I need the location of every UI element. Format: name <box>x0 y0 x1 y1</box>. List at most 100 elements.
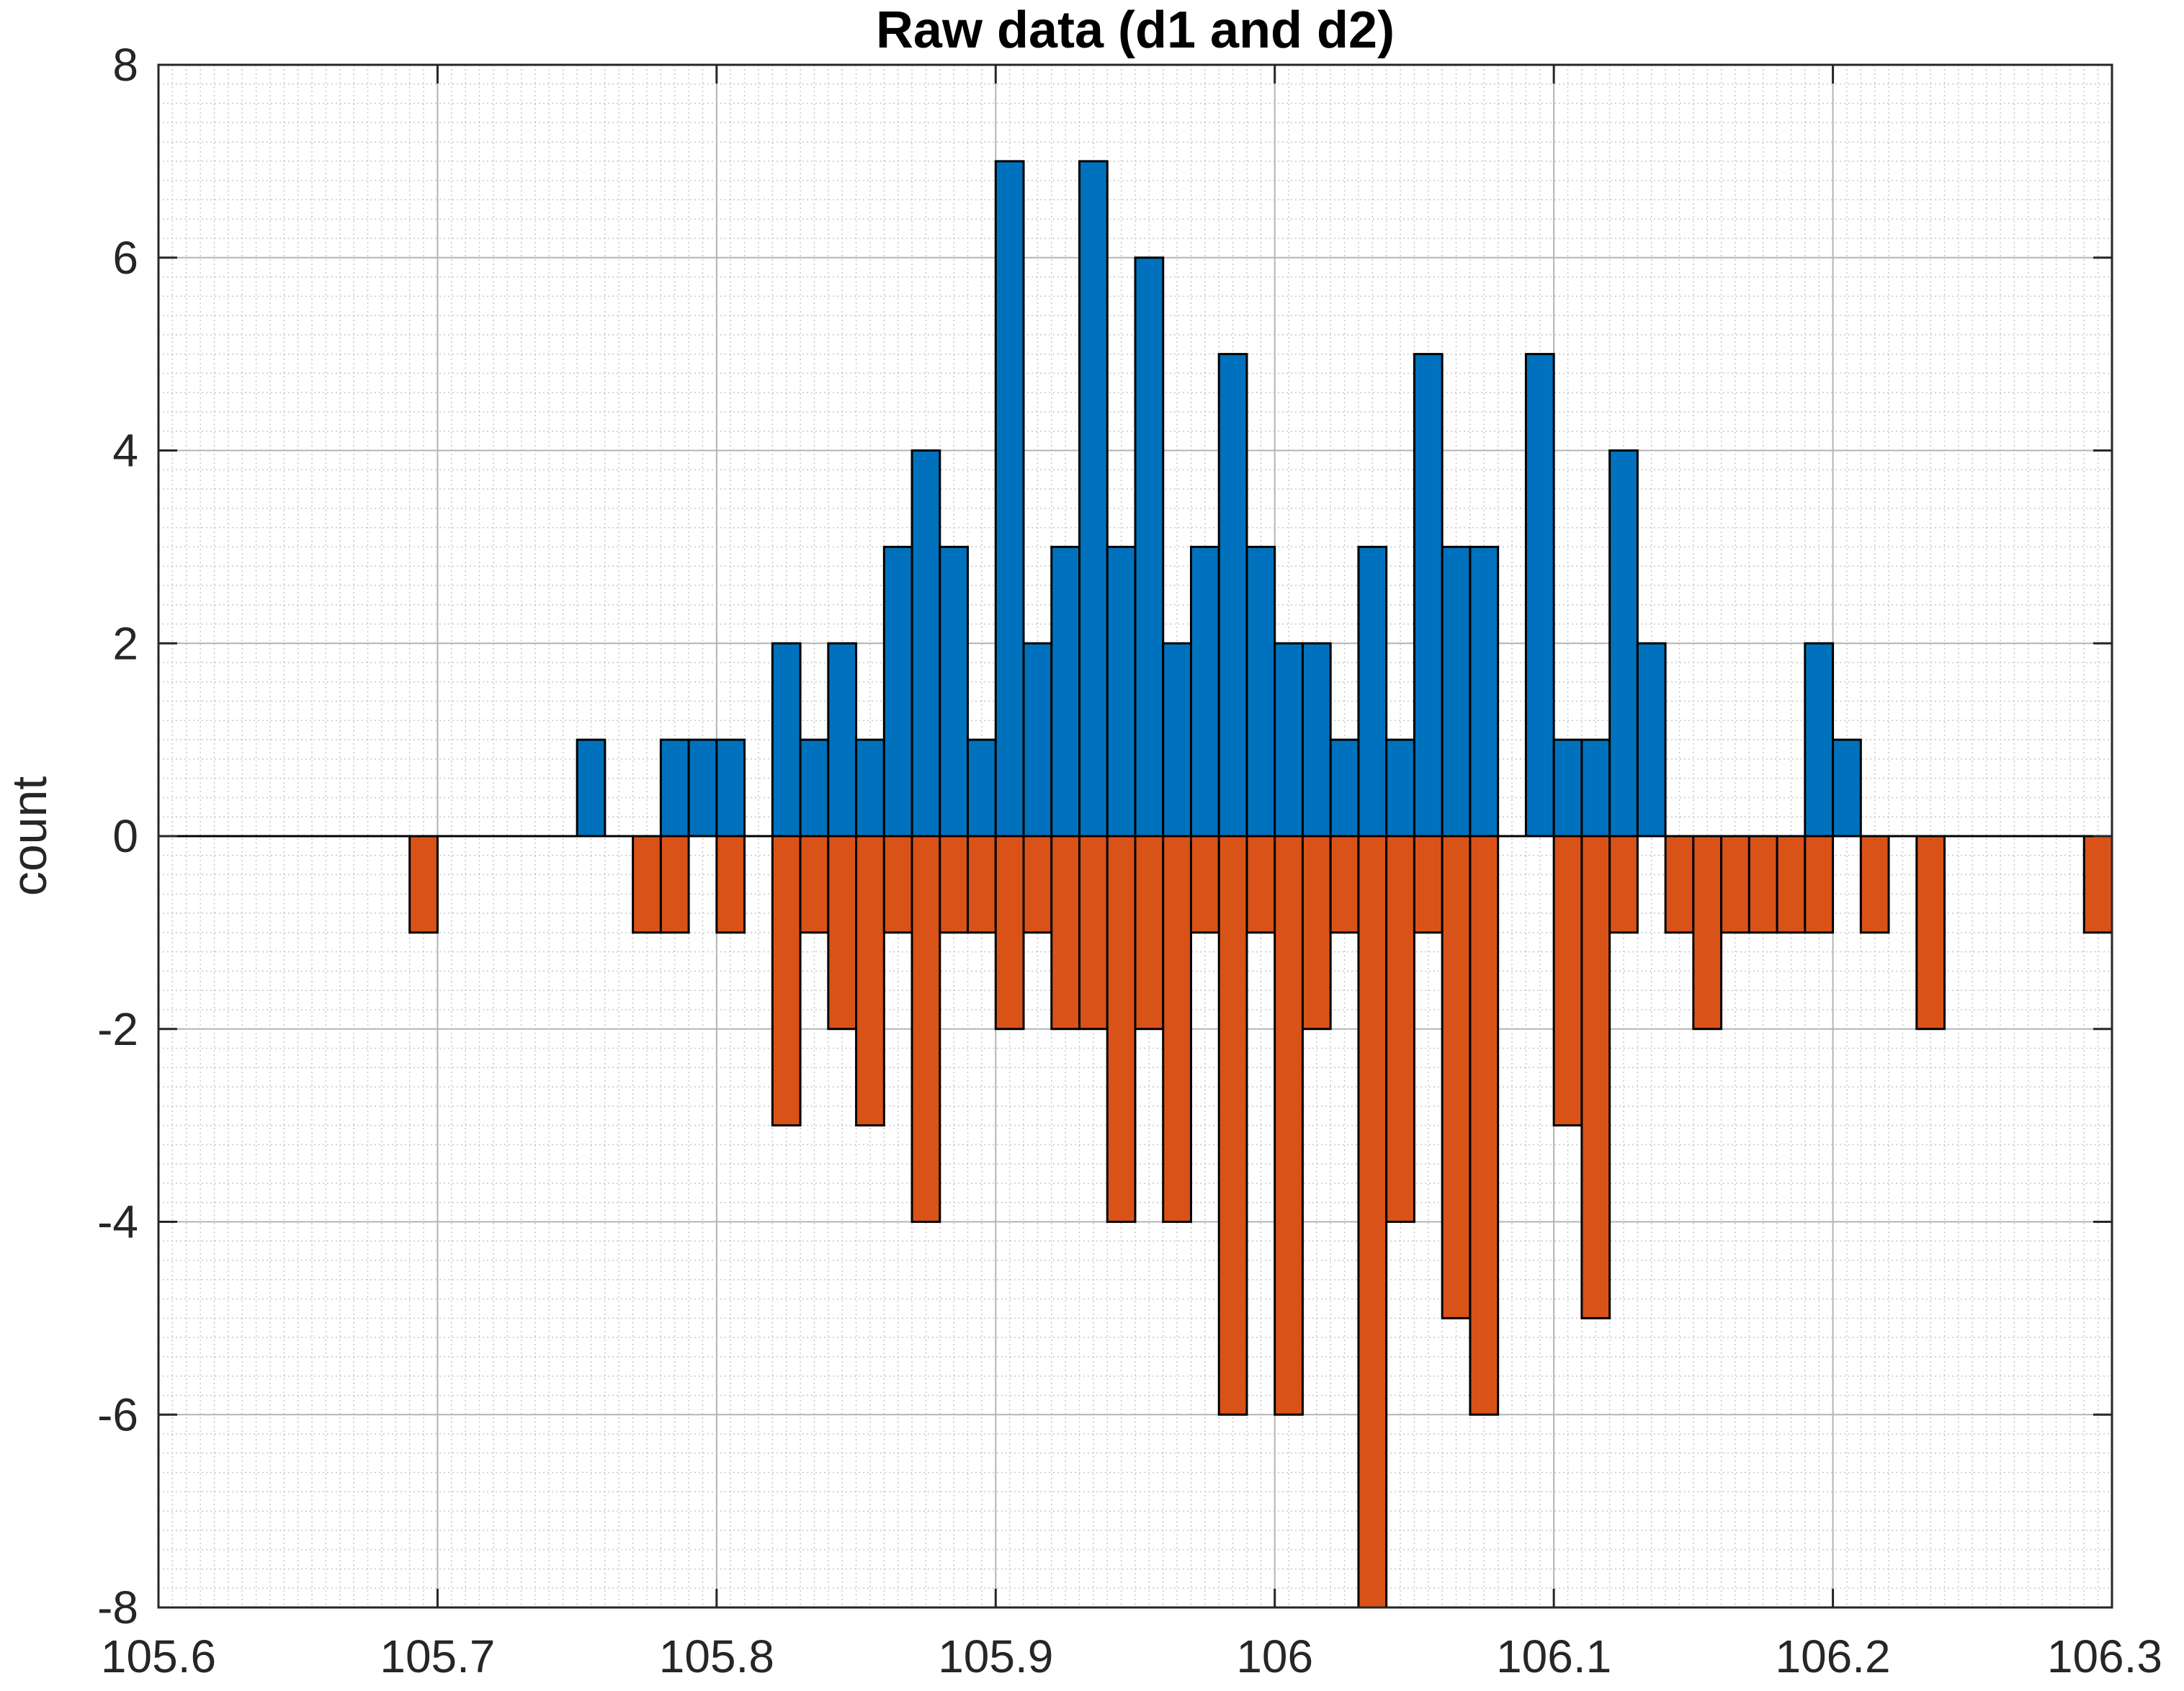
histogram-bar-series-2 <box>771 835 802 1127</box>
histogram-bar-series-2 <box>1747 835 1778 934</box>
histogram-bar-series-2 <box>1106 835 1137 1223</box>
histogram-bar-series-1 <box>1469 545 1500 838</box>
histogram-bar-series-1 <box>1217 353 1248 838</box>
histogram-bar-series-1 <box>1413 353 1444 838</box>
histogram-bar-series-1 <box>1329 738 1360 838</box>
histogram-bar-series-2 <box>1162 835 1192 1223</box>
histogram-bar-series-2 <box>1692 835 1723 1031</box>
y-tick-label: 0 <box>112 810 138 862</box>
y-tick-label: -2 <box>97 1003 138 1055</box>
bars <box>408 160 2113 1609</box>
histogram-bar-series-2 <box>882 835 913 934</box>
histogram-bar-series-1 <box>1636 642 1667 838</box>
histogram-bar-series-2 <box>1859 835 1890 934</box>
histogram-bar-series-2 <box>1915 835 1946 1031</box>
y-axis-label: count <box>2 776 57 896</box>
histogram-bar-series-2 <box>1301 835 1332 1031</box>
histogram-bar-series-1 <box>1078 160 1109 838</box>
y-tick-label: -8 <box>97 1582 138 1633</box>
histogram-bar-series-1 <box>1301 642 1332 838</box>
histogram-bar-series-1 <box>1552 738 1583 838</box>
histogram-bar-series-1 <box>687 738 718 838</box>
histogram-bar-series-2 <box>1776 835 1807 934</box>
x-tick-label: 105.6 <box>101 1631 216 1682</box>
histogram-bar-series-2 <box>1469 835 1500 1416</box>
histogram-bar-series-1 <box>1050 545 1081 838</box>
histogram-bar-series-1 <box>1385 738 1415 838</box>
histogram-bar-series-2 <box>1134 835 1165 1031</box>
x-tick-label: 106.3 <box>2047 1631 2162 1682</box>
y-tick-label: -4 <box>97 1196 138 1248</box>
histogram-bar-series-1 <box>1832 738 1862 838</box>
histogram-bar-series-1 <box>1106 545 1137 838</box>
histogram-bar-series-2 <box>1189 835 1220 934</box>
histogram-bar-series-1 <box>994 160 1025 838</box>
histogram-bar-series-2 <box>632 835 662 934</box>
histogram-bar-series-2 <box>1804 835 1835 934</box>
chart-title: Raw data (d1 and d2) <box>876 1 1395 59</box>
x-tick-label: 106 <box>1236 1631 1313 1682</box>
histogram-bar-series-1 <box>771 642 802 838</box>
histogram-bar-series-2 <box>1329 835 1360 934</box>
histogram-bar-series-2 <box>939 835 970 934</box>
x-tick-label: 105.8 <box>659 1631 774 1682</box>
y-tick-label: -6 <box>97 1389 138 1440</box>
y-tick-label: 8 <box>112 39 138 91</box>
tick-marks <box>157 63 2113 1609</box>
y-tick-labels: 8 6 4 2 0 -2 -4 -6 -8 <box>97 39 138 1633</box>
histogram-bar-series-2 <box>1217 835 1248 1416</box>
histogram-bar-series-1 <box>1245 545 1276 838</box>
histogram-bar-series-1 <box>799 738 830 838</box>
histogram-bar-series-1 <box>1441 545 1472 838</box>
histogram-bar-series-1 <box>967 738 997 838</box>
x-tick-labels: 105.6 105.7 105.8 105.9 106 106.1 106.2 106.3 <box>101 1631 2162 1682</box>
histogram-bar-series-1 <box>1580 738 1611 838</box>
histogram-bar-series-1 <box>882 545 913 838</box>
histogram-bar-series-1 <box>659 738 690 838</box>
y-tick-label: 6 <box>112 232 138 284</box>
histogram-bar-series-2 <box>2082 835 2113 934</box>
histogram-bar-series-2 <box>1357 835 1388 1609</box>
histogram-bar-series-2 <box>967 835 997 934</box>
histogram-bar-series-2 <box>1580 835 1611 1319</box>
histogram-bar-series-1 <box>1189 545 1220 838</box>
histogram-bar-series-1 <box>1162 642 1192 838</box>
x-tick-label: 105.9 <box>938 1631 1053 1682</box>
histogram-bar-series-2 <box>994 835 1025 1031</box>
histogram-bar-series-2 <box>1050 835 1081 1031</box>
histogram-bar-series-2 <box>1413 835 1444 934</box>
histogram-bar-series-2 <box>1274 835 1304 1416</box>
histogram-bar-series-1 <box>1274 642 1304 838</box>
histogram-bar-series-2 <box>1078 835 1109 1031</box>
x-tick-label: 106.1 <box>1496 1631 1611 1682</box>
histogram-bar-series-1 <box>1608 449 1639 838</box>
histogram-bar-series-2 <box>1441 835 1472 1319</box>
x-tick-label: 106.2 <box>1775 1631 1890 1682</box>
histogram-bar-series-2 <box>799 835 830 934</box>
histogram-bar-series-1 <box>715 738 746 838</box>
histogram-bar-series-1 <box>939 545 970 838</box>
histogram-bar-series-2 <box>715 835 746 934</box>
histogram-bar-series-2 <box>910 835 941 1223</box>
histogram-bar-series-1 <box>1134 256 1165 838</box>
histogram-bar-series-2 <box>1022 835 1053 934</box>
histogram-bar-series-2 <box>1385 835 1415 1223</box>
histogram-bar-series-2 <box>1664 835 1695 934</box>
histogram-bar-series-1 <box>1524 353 1555 838</box>
y-tick-label: 2 <box>112 617 138 669</box>
histogram-bar-series-2 <box>1552 835 1583 1127</box>
histogram-bar-series-1 <box>1022 642 1053 838</box>
histogram-bar-series-1 <box>1357 545 1388 838</box>
histogram-bar-series-2 <box>1720 835 1750 934</box>
histogram-bar-series-2 <box>827 835 858 1031</box>
histogram-bar-series-1 <box>576 738 607 838</box>
histogram-bar-series-2 <box>1608 835 1639 934</box>
histogram-bar-series-1 <box>827 642 858 838</box>
x-tick-label: 105.7 <box>380 1631 495 1682</box>
histogram-bar-series-1 <box>1804 642 1835 838</box>
y-tick-label: 4 <box>112 425 138 477</box>
histogram-bar-series-2 <box>1245 835 1276 934</box>
histogram-bar-series-2 <box>408 835 439 934</box>
histogram-bar-series-1 <box>855 738 885 838</box>
